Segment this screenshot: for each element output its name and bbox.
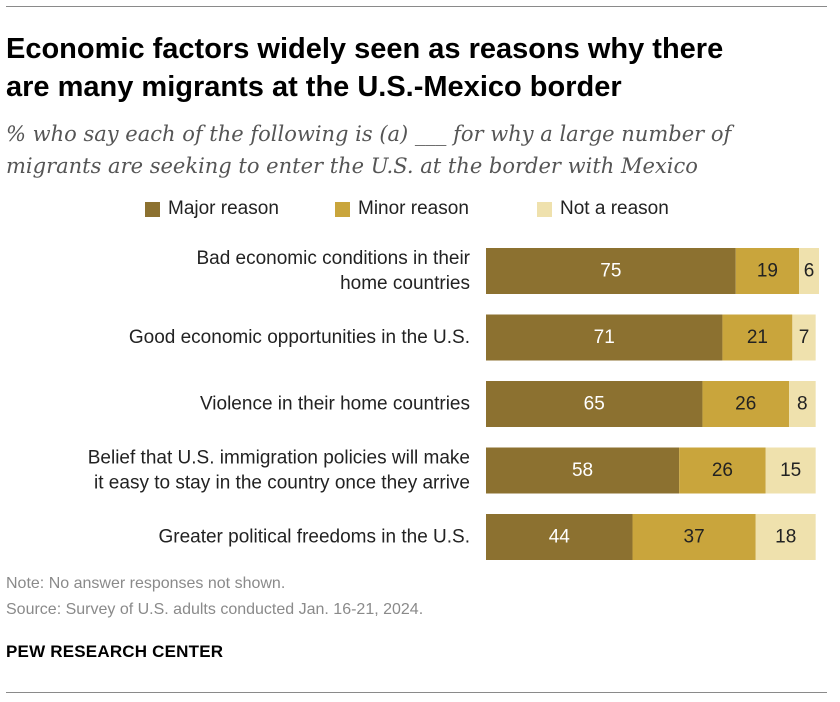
chart-subtitle-line-2: migrants are seeking to enter the U.S. a… bbox=[6, 154, 698, 178]
data-label-1-1: 21 bbox=[747, 327, 768, 348]
legend: Major reason Minor reason Not a reason bbox=[0, 196, 840, 222]
data-label-0-2: 6 bbox=[804, 261, 815, 282]
data-label-4-1: 37 bbox=[684, 527, 705, 548]
data-label-4-0: 44 bbox=[549, 527, 571, 548]
legend-swatch-not bbox=[537, 201, 552, 217]
chart-subtitle: % who say each of the following is (a) _… bbox=[6, 118, 826, 182]
bar-segment-0-0 bbox=[486, 248, 736, 294]
bar-segment-3-0 bbox=[486, 447, 680, 494]
category-label-4: Greater political freedoms in the U.S. bbox=[158, 527, 470, 548]
legend-label-major: Major reason bbox=[168, 198, 279, 219]
bar-segment-4-1 bbox=[632, 514, 756, 560]
bottom-rule bbox=[6, 692, 827, 693]
legend-item-major: Major reason bbox=[145, 196, 279, 222]
footnote: Note: No answer responses not shown. bbox=[6, 575, 286, 592]
chart-title: Economic factors widely seen as reasons … bbox=[6, 30, 826, 106]
legend-swatch-minor bbox=[335, 201, 350, 217]
bar-segment-2-1 bbox=[702, 381, 790, 427]
bar-segment-3-2 bbox=[765, 447, 816, 494]
data-label-0-1: 19 bbox=[757, 261, 778, 282]
bar-segment-1-1 bbox=[722, 314, 793, 361]
category-label-1: Good economic opportunities in the U.S. bbox=[129, 327, 470, 348]
data-label-2-0: 65 bbox=[584, 394, 605, 415]
stacked-bar-chart: Bad economic conditions in their home cou… bbox=[88, 248, 819, 560]
legend-swatch-major bbox=[145, 201, 160, 217]
bar-segment-0-1 bbox=[735, 248, 800, 294]
bar-segment-4-2 bbox=[755, 514, 816, 560]
bar-segment-4-0 bbox=[486, 514, 633, 560]
bar-segment-3-1 bbox=[679, 447, 766, 494]
data-label-3-2: 15 bbox=[780, 460, 801, 481]
data-label-1-0: 71 bbox=[594, 327, 615, 348]
category-label-0-line-0: Bad economic conditions in their bbox=[196, 248, 470, 269]
category-label-3-line-0: Belief that U.S. immigration policies wi… bbox=[88, 448, 470, 469]
chart-title-line-1: Economic factors widely seen as reasons … bbox=[6, 33, 724, 65]
top-rule bbox=[6, 6, 827, 7]
data-label-2-2: 8 bbox=[797, 394, 808, 415]
category-label-3-line-1: it easy to stay in the country once they… bbox=[94, 473, 470, 494]
bar-segment-1-2 bbox=[792, 314, 816, 361]
category-label-2: Violence in their home countries bbox=[200, 394, 470, 415]
source-line: Source: Survey of U.S. adults conducted … bbox=[6, 601, 424, 618]
data-label-3-1: 26 bbox=[712, 460, 733, 481]
data-label-4-2: 18 bbox=[775, 527, 796, 548]
data-label-0-0: 75 bbox=[600, 261, 621, 282]
data-label-1-2: 7 bbox=[799, 327, 810, 348]
data-label-2-1: 26 bbox=[735, 394, 756, 415]
chart-subtitle-line-1: % who say each of the following is (a) _… bbox=[6, 122, 732, 146]
data-label-3-0: 58 bbox=[572, 460, 593, 481]
bar-segment-2-0 bbox=[486, 381, 703, 427]
brand-logo-text: PEW RESEARCH CENTER bbox=[6, 642, 224, 661]
legend-item-minor: Minor reason bbox=[335, 196, 469, 222]
bar-segment-0-2 bbox=[799, 248, 819, 294]
legend-item-not: Not a reason bbox=[537, 196, 669, 222]
category-label-0-line-1: home countries bbox=[340, 273, 470, 294]
legend-label-not: Not a reason bbox=[560, 198, 669, 219]
legend-label-minor: Minor reason bbox=[358, 198, 469, 219]
bar-segment-1-0 bbox=[486, 314, 723, 361]
chart-title-line-2: are many migrants at the U.S.-Mexico bor… bbox=[6, 71, 622, 103]
bar-segment-2-2 bbox=[789, 381, 816, 427]
